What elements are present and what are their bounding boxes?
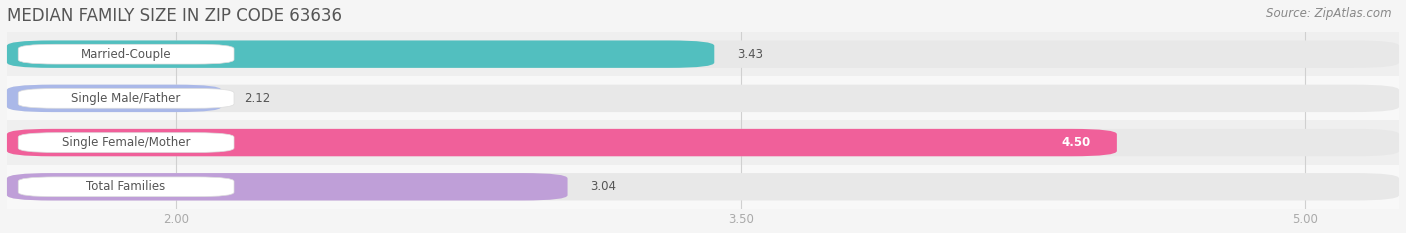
Text: 3.04: 3.04 (591, 180, 616, 193)
Bar (7, 120, 1399, 165)
FancyBboxPatch shape (7, 41, 1399, 68)
Text: Total Families: Total Families (87, 180, 166, 193)
Text: Single Female/Mother: Single Female/Mother (62, 136, 190, 149)
Text: 4.50: 4.50 (1062, 136, 1091, 149)
Text: 3.43: 3.43 (737, 48, 763, 61)
FancyBboxPatch shape (7, 41, 714, 68)
FancyBboxPatch shape (18, 133, 233, 152)
Text: Single Male/Father: Single Male/Father (72, 92, 181, 105)
FancyBboxPatch shape (7, 129, 1399, 156)
FancyBboxPatch shape (18, 44, 233, 64)
FancyBboxPatch shape (7, 173, 568, 200)
Text: 2.12: 2.12 (245, 92, 270, 105)
Text: MEDIAN FAMILY SIZE IN ZIP CODE 63636: MEDIAN FAMILY SIZE IN ZIP CODE 63636 (7, 7, 342, 25)
FancyBboxPatch shape (18, 89, 233, 108)
FancyBboxPatch shape (7, 85, 221, 112)
Text: Married-Couple: Married-Couple (80, 48, 172, 61)
FancyBboxPatch shape (18, 177, 233, 197)
FancyBboxPatch shape (7, 85, 1399, 112)
Bar (7, 32, 1399, 76)
Text: Source: ZipAtlas.com: Source: ZipAtlas.com (1267, 7, 1392, 20)
Bar (7, 165, 1399, 209)
Bar (7, 76, 1399, 120)
FancyBboxPatch shape (7, 173, 1399, 200)
FancyBboxPatch shape (7, 129, 1116, 156)
